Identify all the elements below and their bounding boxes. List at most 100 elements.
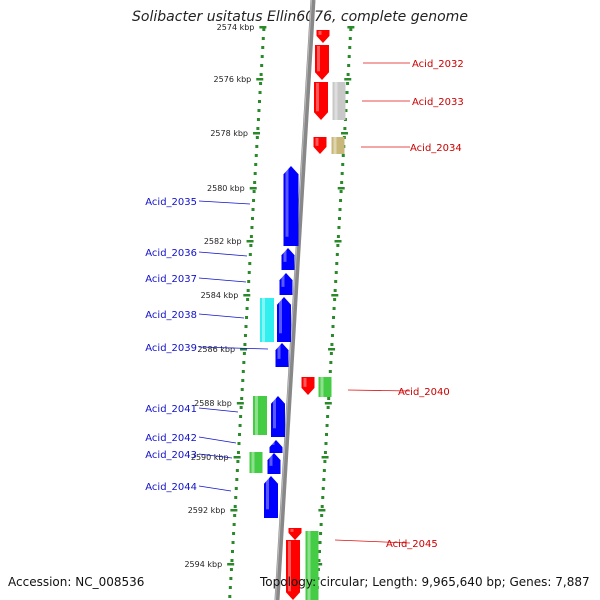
left-guide-dot bbox=[228, 595, 232, 598]
right-guide-dot bbox=[339, 199, 343, 202]
right-guide-dot bbox=[320, 505, 324, 508]
gene-arrow-forward-end[interactable] bbox=[286, 540, 300, 600]
gene-arrow-acid-2039[interactable] bbox=[275, 343, 289, 367]
genome-ring-line bbox=[274, 0, 316, 600]
right-tick-mark bbox=[341, 132, 349, 135]
tick-label: 2576 kbp bbox=[214, 75, 252, 84]
gene-arrow-acid-2037[interactable] bbox=[279, 273, 293, 295]
left-guide-dot bbox=[245, 316, 249, 319]
right-tick-mark bbox=[324, 402, 332, 405]
left-guide-dot bbox=[231, 541, 235, 544]
right-guide-dot bbox=[327, 397, 331, 400]
left-guide-dot bbox=[229, 568, 233, 571]
left-guide-dot bbox=[252, 199, 256, 202]
gene-arrow-acid-2042[interactable] bbox=[269, 440, 283, 453]
gene-arrow-acid-2032[interactable] bbox=[315, 45, 329, 80]
right-guide-dot bbox=[321, 496, 325, 499]
right-tick-mark bbox=[321, 456, 329, 459]
gene-box-acid-2034-alt[interactable] bbox=[331, 137, 345, 154]
left-guide-dot bbox=[236, 451, 240, 454]
right-guide-dot bbox=[339, 190, 343, 193]
leader-line bbox=[198, 200, 251, 205]
gene-label-right: Acid_2034 bbox=[410, 143, 462, 154]
right-guide-dot bbox=[340, 181, 344, 184]
left-guide-dot bbox=[248, 262, 252, 265]
left-guide-dot bbox=[259, 82, 263, 85]
left-guide-dot bbox=[239, 415, 243, 418]
right-guide-dot bbox=[348, 37, 352, 40]
leader-line bbox=[198, 346, 269, 350]
gene-arrow-acid-2044[interactable] bbox=[264, 476, 278, 518]
right-guide-dot bbox=[345, 91, 349, 94]
right-guide-dot bbox=[323, 460, 327, 463]
gene-arrow-acid-2035[interactable] bbox=[283, 166, 299, 246]
right-guide-dot bbox=[345, 100, 348, 103]
right-guide-dot bbox=[347, 55, 351, 58]
right-guide-dot bbox=[329, 361, 333, 364]
right-guide-dot bbox=[325, 424, 329, 427]
tick-mark bbox=[236, 402, 244, 405]
right-guide-dot bbox=[329, 352, 333, 355]
left-guide-dot bbox=[235, 478, 239, 481]
left-guide-dot bbox=[239, 406, 243, 409]
gene-arrow-acid-2045[interactable] bbox=[288, 528, 302, 540]
leader-line bbox=[198, 436, 237, 444]
right-guide-dot bbox=[326, 406, 330, 409]
left-guide-dot bbox=[235, 469, 239, 472]
left-guide-dot bbox=[255, 136, 259, 139]
left-guide-dot bbox=[232, 532, 236, 535]
gene-arrow-acid-2034[interactable] bbox=[313, 137, 327, 154]
gene-box-acid-2040-alt[interactable] bbox=[318, 377, 332, 397]
left-guide-dot bbox=[254, 154, 258, 157]
right-tick-mark bbox=[344, 78, 352, 81]
left-guide-dot bbox=[238, 424, 242, 427]
gene-label-left: Acid_2036 bbox=[145, 248, 197, 259]
gene-arrow-acid-2043[interactable] bbox=[267, 453, 281, 474]
left-guide-dot bbox=[251, 208, 255, 211]
right-guide-dot bbox=[323, 451, 327, 454]
right-tick-mark bbox=[337, 187, 345, 190]
gene-box-acid-2041-alt[interactable] bbox=[253, 396, 267, 435]
gene-arrow-forward[interactable] bbox=[316, 30, 330, 43]
tick-label: 2580 kbp bbox=[207, 184, 245, 193]
right-guide-dot bbox=[344, 109, 348, 112]
leader-line bbox=[198, 251, 248, 257]
genome-backbone bbox=[274, 0, 316, 600]
left-guide-dot bbox=[241, 370, 245, 373]
gene-arrow-acid-2033[interactable] bbox=[314, 82, 328, 120]
gene-arrow-acid-2036[interactable] bbox=[281, 248, 295, 270]
gene-arrow-acid-2038[interactable] bbox=[277, 297, 291, 342]
left-guide-dot bbox=[231, 550, 234, 553]
right-guide-dot bbox=[334, 280, 338, 283]
right-tick-mark bbox=[347, 26, 355, 29]
right-guide-dot bbox=[326, 415, 330, 418]
gene-box-green-end[interactable] bbox=[305, 531, 319, 600]
tick-mark bbox=[259, 26, 267, 29]
gene-label-left: Acid_2038 bbox=[145, 310, 197, 321]
tick-mark bbox=[246, 240, 254, 243]
gene-label-left: Acid_2043 bbox=[145, 450, 197, 461]
gene-box-acid-2043-alt[interactable] bbox=[249, 452, 263, 473]
gene-box-pseudo[interactable] bbox=[332, 82, 346, 120]
gene-box-acid-2038-alt[interactable] bbox=[260, 298, 274, 342]
left-guide-dot bbox=[250, 226, 254, 229]
left-guide-dot bbox=[260, 64, 264, 67]
left-guide-dot bbox=[249, 235, 253, 238]
leader-line bbox=[198, 407, 239, 413]
gene-arrow-acid-2041[interactable] bbox=[271, 396, 285, 437]
right-guide-dot bbox=[336, 244, 340, 247]
left-guide-dot bbox=[253, 181, 257, 184]
left-guide-dot bbox=[234, 487, 238, 490]
right-guide-dot bbox=[349, 28, 353, 31]
tick-mark bbox=[253, 132, 261, 135]
tick-mark bbox=[249, 187, 257, 190]
gene-label-right: Acid_2033 bbox=[412, 97, 464, 108]
map-title: Solibacter usitatus Ellin6076, complete … bbox=[132, 9, 468, 25]
gene-arrow-acid-2040[interactable] bbox=[301, 377, 315, 395]
left-guide-dot bbox=[248, 253, 252, 256]
left-guide-dot bbox=[250, 217, 254, 220]
right-tick-mark bbox=[334, 240, 342, 243]
left-guide-dot bbox=[261, 37, 265, 40]
right-guide-dot bbox=[321, 487, 325, 490]
left-guide-dot bbox=[229, 577, 233, 580]
